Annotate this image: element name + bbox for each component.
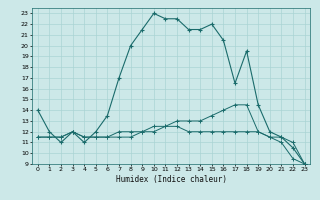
X-axis label: Humidex (Indice chaleur): Humidex (Indice chaleur): [116, 175, 227, 184]
